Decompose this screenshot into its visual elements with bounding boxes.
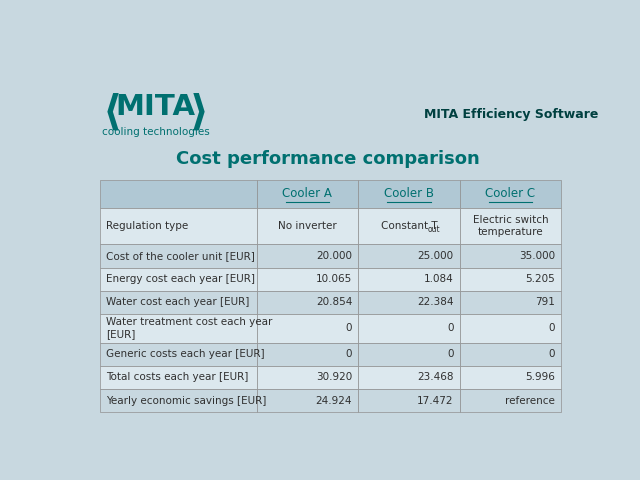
Text: 0: 0 [346, 324, 352, 333]
Text: 1.084: 1.084 [424, 274, 454, 284]
Bar [257, 244, 358, 267]
Text: Water treatment cost each year
[EUR]: Water treatment cost each year [EUR] [106, 317, 272, 339]
Bar [358, 314, 460, 343]
Text: 0: 0 [548, 349, 555, 359]
Text: out: out [428, 225, 440, 234]
Bar [100, 314, 257, 343]
Bar [100, 208, 257, 244]
Text: Regulation type: Regulation type [106, 221, 188, 231]
Bar [358, 389, 460, 412]
Text: MITA Efficiency Software: MITA Efficiency Software [424, 108, 598, 121]
Text: Cooler C: Cooler C [485, 187, 536, 200]
Bar [100, 267, 257, 291]
Bar [100, 343, 257, 366]
Text: 5.996: 5.996 [525, 372, 555, 383]
Text: 20.854: 20.854 [316, 298, 352, 308]
Bar [460, 180, 561, 208]
Text: Generic costs each year [EUR]: Generic costs each year [EUR] [106, 349, 264, 359]
Text: 17.472: 17.472 [417, 396, 454, 406]
Text: 5.205: 5.205 [525, 274, 555, 284]
Bar [100, 291, 257, 314]
Bar [358, 180, 460, 208]
Text: ⟩: ⟩ [189, 92, 209, 134]
Bar [257, 267, 358, 291]
Text: 10.065: 10.065 [316, 274, 352, 284]
Bar [257, 343, 358, 366]
Text: 0: 0 [548, 324, 555, 333]
Text: Cooler A: Cooler A [282, 187, 332, 200]
Bar [460, 208, 561, 244]
Bar [358, 291, 460, 314]
Text: 0: 0 [447, 324, 454, 333]
Text: Electric switch
temperature: Electric switch temperature [472, 215, 548, 237]
Text: 30.920: 30.920 [316, 372, 352, 383]
Text: 22.384: 22.384 [417, 298, 454, 308]
Bar [100, 366, 257, 389]
Bar [257, 180, 358, 208]
Bar [358, 208, 460, 244]
Bar [460, 244, 561, 267]
Bar [257, 314, 358, 343]
Text: 0: 0 [346, 349, 352, 359]
Text: Cooler B: Cooler B [384, 187, 434, 200]
Text: Energy cost each year [EUR]: Energy cost each year [EUR] [106, 274, 255, 284]
Bar [257, 389, 358, 412]
Bar [358, 366, 460, 389]
Text: 24.924: 24.924 [316, 396, 352, 406]
Text: 23.468: 23.468 [417, 372, 454, 383]
Text: MITA: MITA [115, 94, 195, 121]
Bar [358, 343, 460, 366]
Bar [257, 208, 358, 244]
Bar [358, 267, 460, 291]
Bar [100, 389, 257, 412]
Bar [100, 244, 257, 267]
Text: 35.000: 35.000 [519, 251, 555, 261]
Text: 20.000: 20.000 [316, 251, 352, 261]
Text: 0: 0 [447, 349, 454, 359]
Text: Yearly economic savings [EUR]: Yearly economic savings [EUR] [106, 396, 266, 406]
Text: Cost performance comparison: Cost performance comparison [176, 150, 480, 168]
Text: ⟨: ⟨ [103, 92, 122, 134]
Bar [257, 366, 358, 389]
Bar [257, 291, 358, 314]
Text: Total costs each year [EUR]: Total costs each year [EUR] [106, 372, 248, 383]
Bar [460, 267, 561, 291]
Text: Cost of the cooler unit [EUR]: Cost of the cooler unit [EUR] [106, 251, 255, 261]
Bar [460, 291, 561, 314]
Text: No inverter: No inverter [278, 221, 337, 231]
Bar [460, 314, 561, 343]
Bar [460, 366, 561, 389]
Bar [460, 389, 561, 412]
Bar [100, 180, 257, 208]
Text: Water cost each year [EUR]: Water cost each year [EUR] [106, 298, 249, 308]
Text: 25.000: 25.000 [417, 251, 454, 261]
Text: reference: reference [506, 396, 555, 406]
Bar [358, 244, 460, 267]
Text: 791: 791 [535, 298, 555, 308]
Text: cooling technologies: cooling technologies [102, 127, 209, 136]
Bar [460, 343, 561, 366]
Text: Constant T: Constant T [381, 221, 437, 231]
